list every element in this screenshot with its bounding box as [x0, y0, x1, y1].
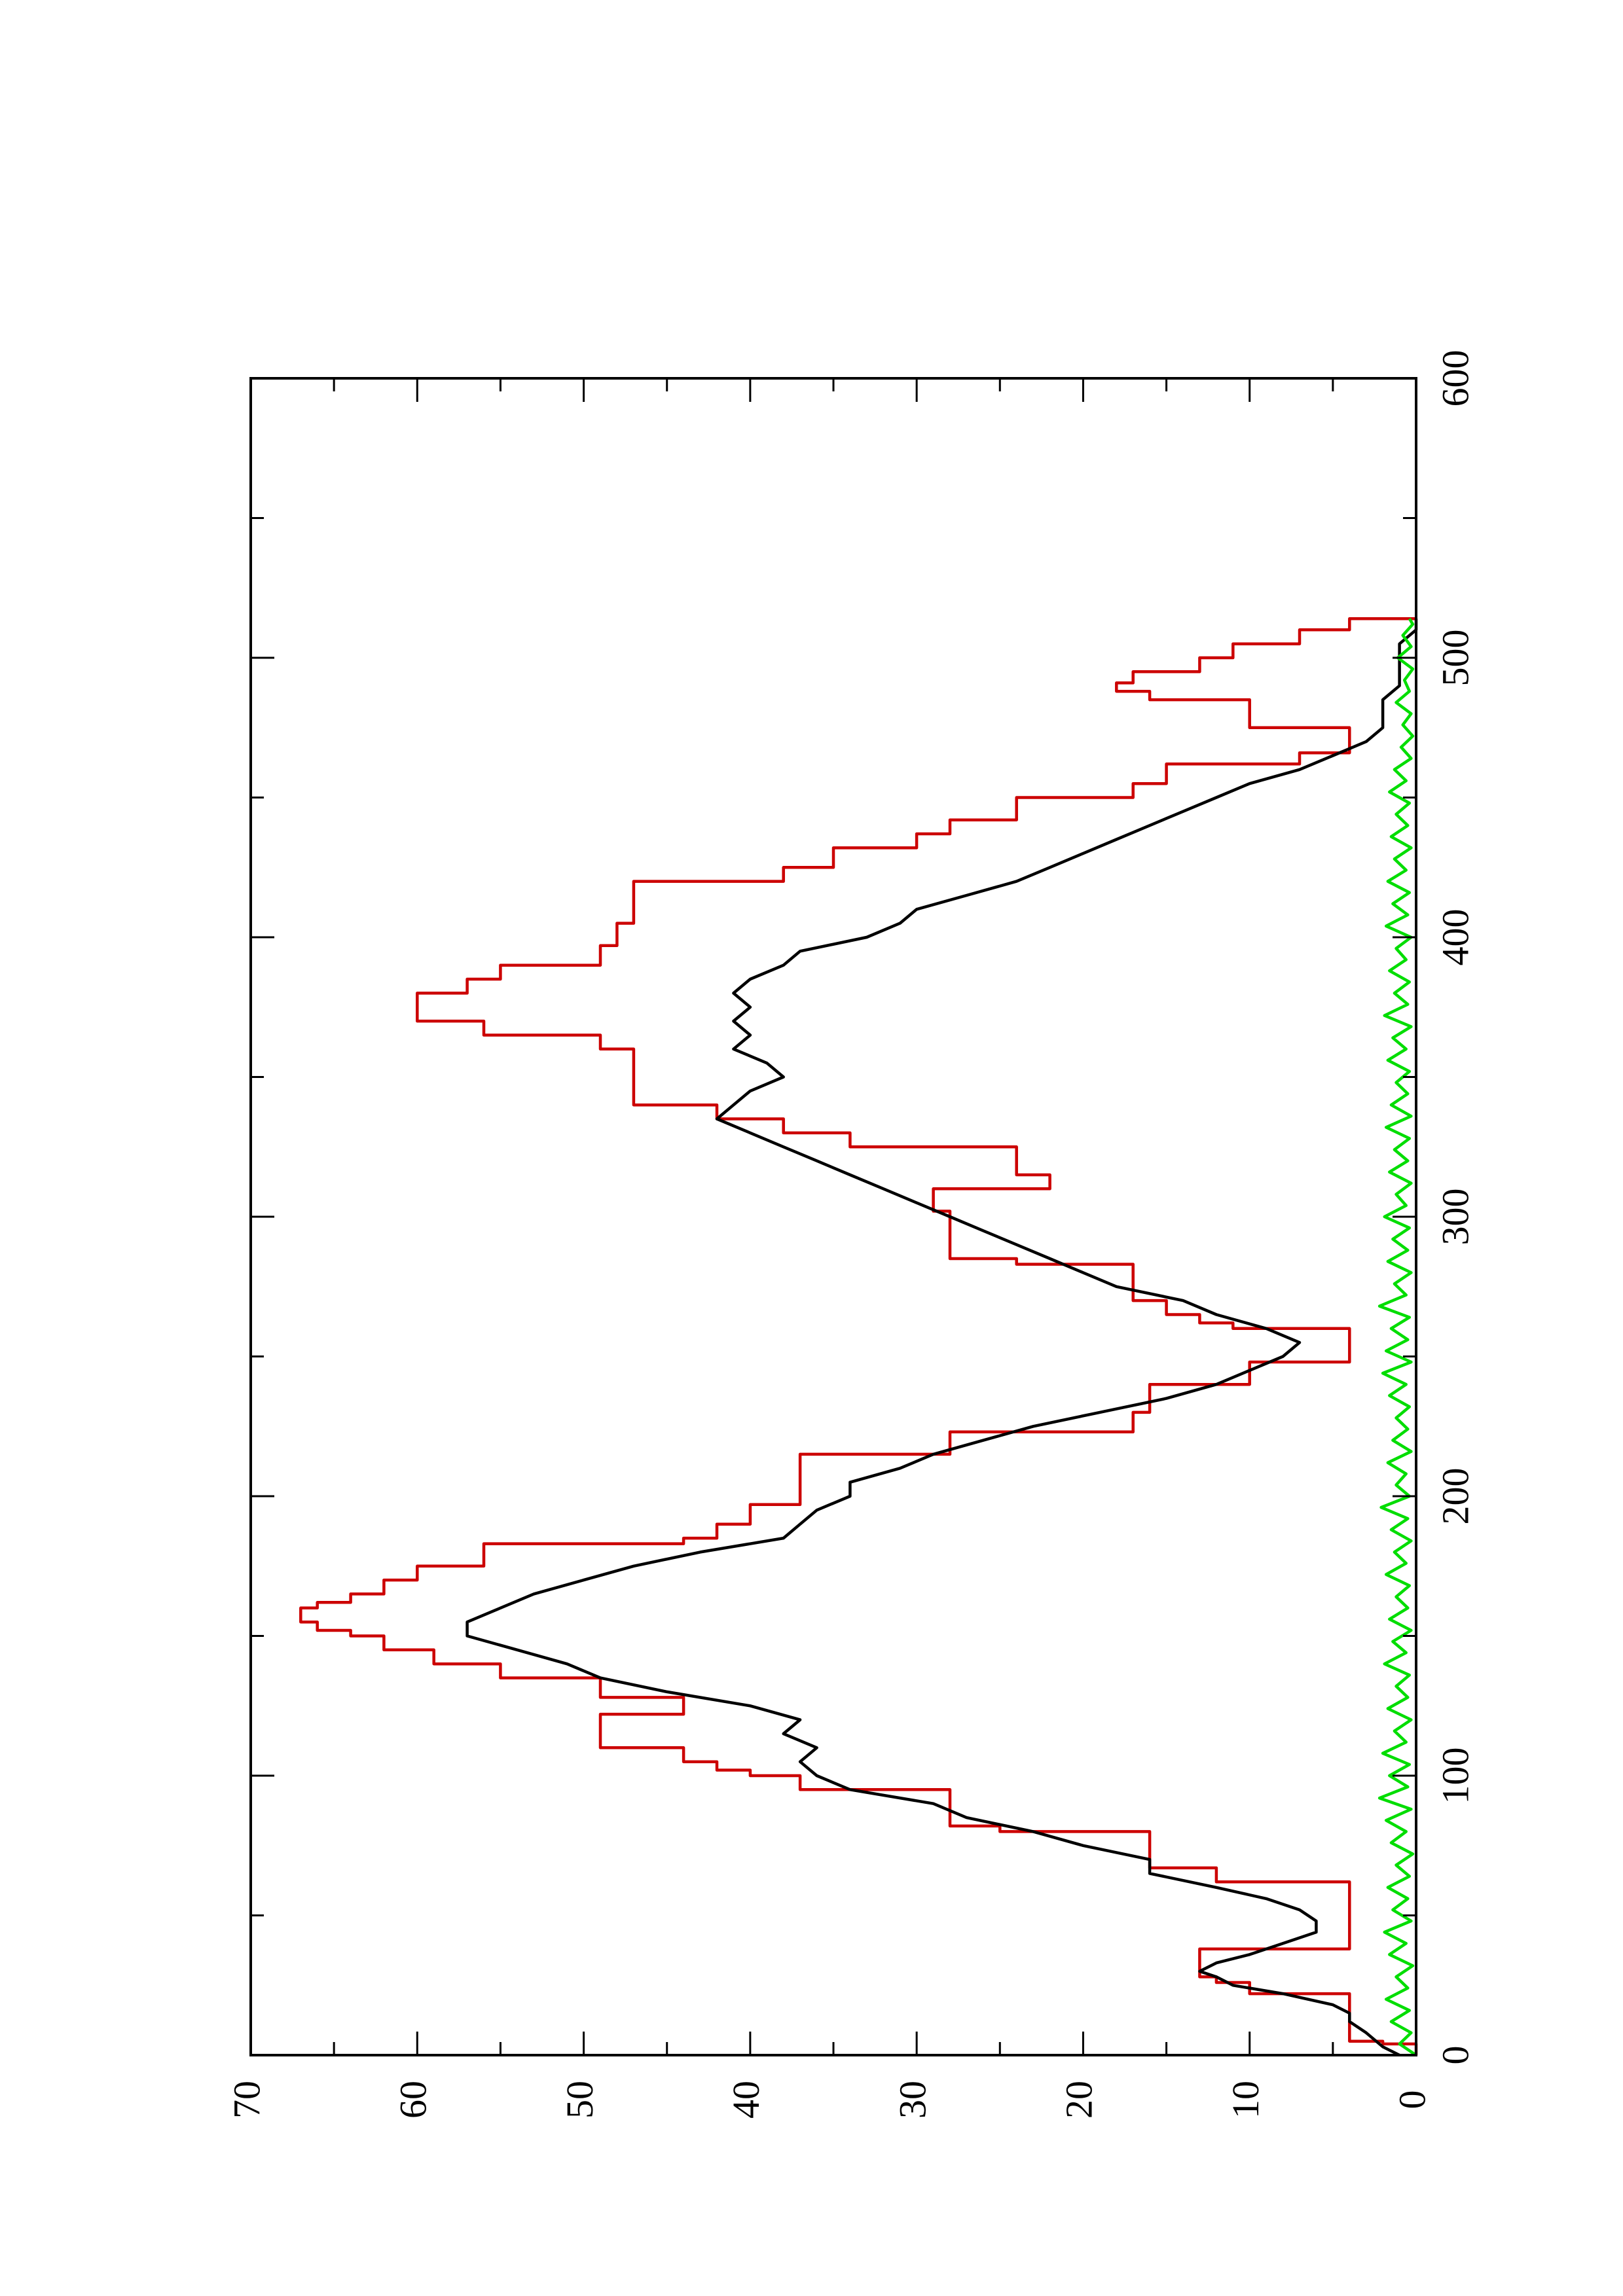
y-tick-label: 0: [1391, 2090, 1433, 2109]
y-tick-label: 10: [1224, 2081, 1267, 2119]
x-tick-label: 500: [1434, 630, 1476, 687]
plot-frame: [249, 377, 1417, 2056]
y-tick-label: 20: [1058, 2081, 1101, 2119]
y-tick-label: 50: [558, 2081, 601, 2119]
y-tick-label: 30: [891, 2081, 934, 2119]
series-line-1: [299, 617, 1418, 2055]
tick-labels: 0 100 200 300 400 500 600 0 10 20 30 40 50 60 70: [225, 350, 1476, 2119]
y-tick-label: 70: [225, 2081, 268, 2119]
series-layer: [299, 617, 1418, 2057]
x-tick-label: 300: [1434, 1189, 1476, 1246]
x-tick-label: 200: [1434, 1468, 1476, 1525]
series-line-2: [465, 619, 1418, 2057]
x-tick-label: 400: [1434, 909, 1476, 966]
plot-area: 0 100 200 300 400 500 600 0 10 20 30 40 50 60 70: [225, 350, 1476, 2119]
series-line-3: [1377, 618, 1417, 2056]
x-tick-label: 600: [1434, 350, 1476, 407]
tick-marks: [249, 377, 1417, 2056]
y-tick-label: 40: [725, 2081, 767, 2119]
x-tick-label: 0: [1434, 2046, 1476, 2065]
y-tick-label: 60: [392, 2081, 435, 2119]
x-tick-label: 100: [1434, 1748, 1476, 1804]
